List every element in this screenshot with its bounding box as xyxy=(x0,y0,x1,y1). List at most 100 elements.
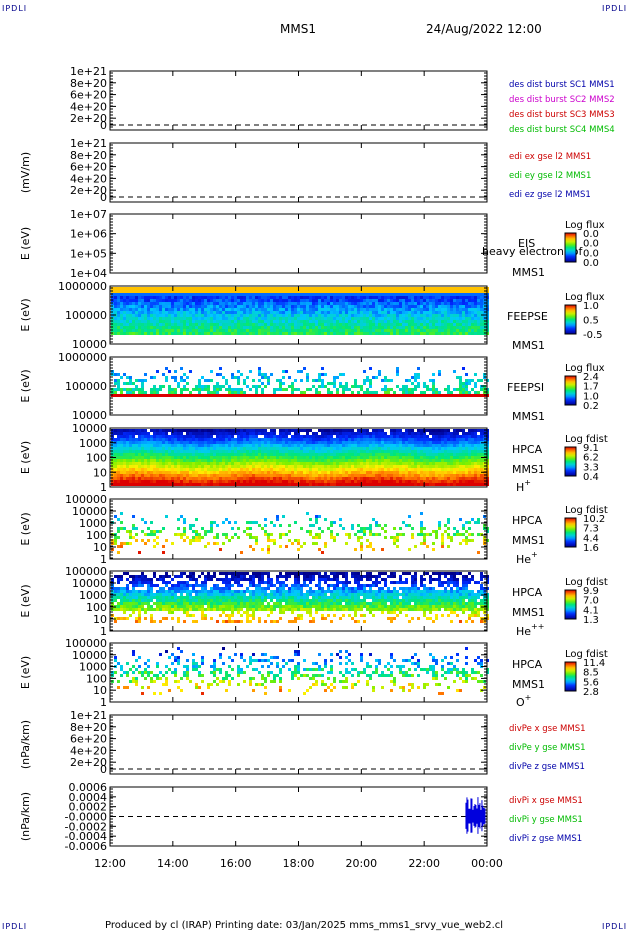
spectrogram-pixel xyxy=(297,435,300,438)
spectrogram-pixel xyxy=(309,326,312,329)
spectrogram-pixel xyxy=(198,326,201,329)
spectrogram-pixel xyxy=(261,305,264,308)
corner-label-bottom-right: IPDLI xyxy=(602,922,628,931)
spectrogram-pixel xyxy=(162,320,165,323)
spectrogram-pixel xyxy=(312,290,315,293)
spectrogram-pixel xyxy=(429,438,432,441)
spectrogram-pixel xyxy=(168,308,171,311)
spectrogram-pixel xyxy=(258,483,261,486)
spectrogram-pixel xyxy=(414,474,417,477)
spectrogram-pixel xyxy=(345,329,348,332)
spectrogram-pixel xyxy=(114,382,117,385)
spectrogram-pixel xyxy=(213,311,216,314)
spectrogram-pixel xyxy=(363,429,366,432)
spectrogram-pixel xyxy=(432,382,435,385)
spectrogram-pixel xyxy=(273,453,276,456)
spectrogram-pixel xyxy=(120,332,123,335)
spectrogram-pixel xyxy=(378,483,381,486)
spectrogram-pixel xyxy=(234,456,237,459)
spectrogram-pixel xyxy=(165,332,168,335)
spectrogram-pixel xyxy=(228,388,231,391)
spectrogram-pixel xyxy=(477,329,480,332)
spectrogram-pixel xyxy=(114,477,117,480)
spectrogram-pixel xyxy=(408,453,411,456)
spectrogram-pixel xyxy=(144,456,147,459)
spectrogram-pixel xyxy=(330,308,333,311)
spectrogram-pixel xyxy=(282,314,285,317)
spectrogram-pixel xyxy=(336,305,339,308)
spectrogram-pixel xyxy=(420,296,423,299)
spectrogram-pixel xyxy=(387,471,390,474)
spectrogram-pixel xyxy=(423,438,426,441)
spectrogram-pixel xyxy=(147,471,150,474)
spectrogram-pixel xyxy=(321,293,324,296)
spectrogram-pixel xyxy=(162,314,165,317)
spectrogram-pixel xyxy=(162,444,165,447)
spectrogram-pixel xyxy=(141,314,144,317)
spectrogram-pixel xyxy=(354,438,357,441)
spectrogram-pixel xyxy=(381,450,384,453)
spectrogram-pixel xyxy=(432,450,435,453)
spectrogram-pixel xyxy=(135,302,138,305)
spectrogram-pixel xyxy=(384,326,387,329)
spectrogram-pixel xyxy=(333,302,336,305)
spectrogram-pixel xyxy=(228,438,231,441)
spectrogram-pixel xyxy=(417,483,420,486)
spectrogram-pixel xyxy=(180,471,183,474)
spectrogram-pixel xyxy=(255,468,258,471)
spectrogram-pixel xyxy=(405,391,408,394)
spectrogram-pixel xyxy=(195,438,198,441)
colorbar xyxy=(564,232,577,263)
spectrogram-pixel xyxy=(210,432,213,435)
spectrogram-pixel xyxy=(351,456,354,459)
spectrogram-pixel xyxy=(231,311,234,314)
spectrogram-pixel xyxy=(369,441,372,444)
spectrogram-pixel xyxy=(342,444,345,447)
spectrogram-pixel xyxy=(255,308,258,311)
spectrogram-pixel xyxy=(177,394,180,397)
spectrogram-pixel xyxy=(120,326,123,329)
spectrogram-pixel xyxy=(465,287,468,290)
spectrogram-pixel xyxy=(147,329,150,332)
spectrogram-pixel xyxy=(147,323,150,326)
spectrogram-pixel xyxy=(474,311,477,314)
spectrogram-pixel xyxy=(207,299,210,302)
spectrogram-pixel xyxy=(369,471,372,474)
spectrogram-pixel xyxy=(201,432,204,435)
spectrogram-pixel xyxy=(336,326,339,329)
spectrogram-pixel xyxy=(240,465,243,468)
spectrogram-pixel xyxy=(477,379,480,382)
spectrogram-pixel xyxy=(264,459,267,462)
spectrogram-pixel xyxy=(270,462,273,465)
spectrogram-pixel xyxy=(171,444,174,447)
spectrogram-pixel xyxy=(207,293,210,296)
spectrogram-pixel xyxy=(198,450,201,453)
spectrogram-pixel xyxy=(132,450,135,453)
spectrogram-pixel xyxy=(276,311,279,314)
spectrogram-pixel xyxy=(153,305,156,308)
spectrogram-pixel xyxy=(381,465,384,468)
spectrogram-pixel xyxy=(315,453,318,456)
spectrogram-pixel xyxy=(255,450,258,453)
spectrogram-pixel xyxy=(324,447,327,450)
spectrogram-pixel xyxy=(204,453,207,456)
spectrogram-pixel xyxy=(402,308,405,311)
spectrogram-pixel xyxy=(294,477,297,480)
spectrogram-pixel xyxy=(459,317,462,320)
spectrogram-pixel xyxy=(243,438,246,441)
spectrogram-pixel xyxy=(198,329,201,332)
spectrogram-pixel xyxy=(189,459,192,462)
spectrogram-pixel xyxy=(351,314,354,317)
spectrogram-pixel xyxy=(282,388,285,391)
spectrogram-pixel xyxy=(336,376,339,379)
spectrogram-pixel xyxy=(228,394,231,397)
spectrogram-pixel xyxy=(174,314,177,317)
spectrogram-pixel xyxy=(246,287,249,290)
spectrogram-pixel xyxy=(387,308,390,311)
spectrogram-pixel xyxy=(282,474,285,477)
spectrogram-pixel xyxy=(168,317,171,320)
spectrogram-pixel xyxy=(198,471,201,474)
spectrogram-pixel xyxy=(333,459,336,462)
spectrogram-pixel xyxy=(303,311,306,314)
